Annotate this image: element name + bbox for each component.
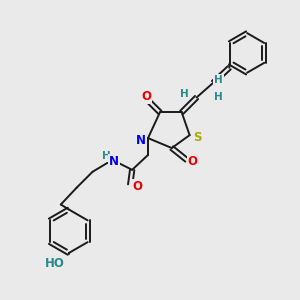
Text: N: N [109,155,119,168]
Text: H: H [214,75,223,85]
Text: N: N [136,134,146,147]
Text: H: H [214,92,223,101]
Text: O: O [141,90,151,103]
Text: H: H [102,151,111,161]
Text: O: O [188,155,198,168]
Text: S: S [193,130,202,144]
Text: O: O [132,180,142,193]
Text: H: H [180,88,189,98]
Text: HO: HO [45,257,65,270]
